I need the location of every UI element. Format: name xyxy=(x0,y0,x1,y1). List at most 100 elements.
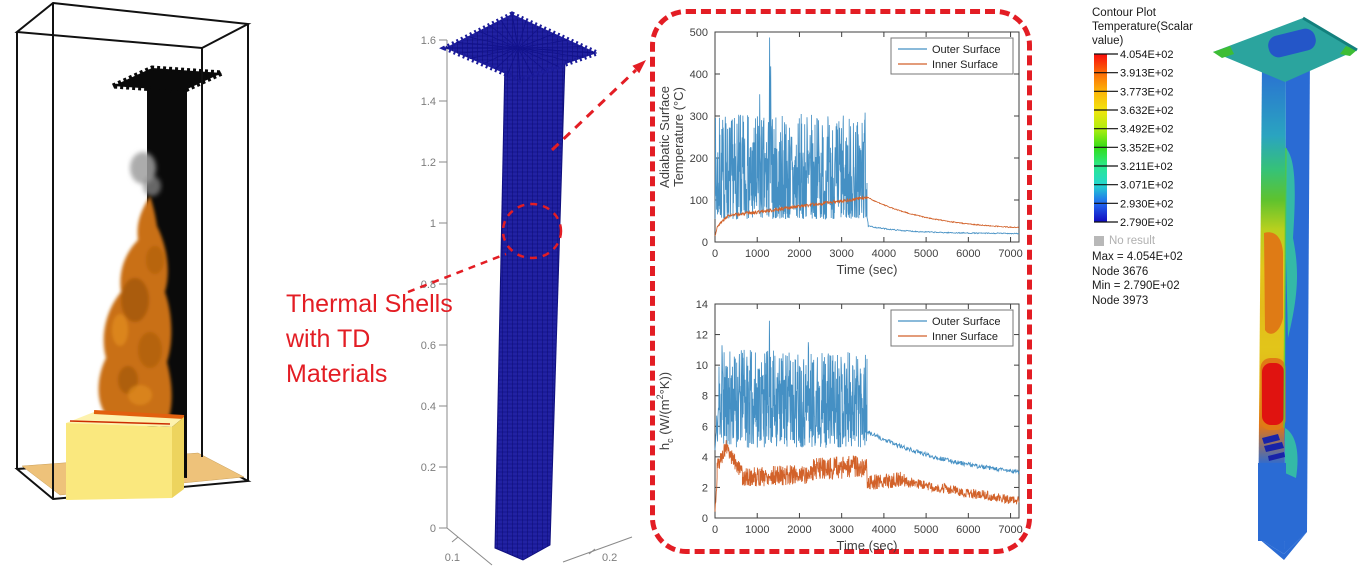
contour-level-label: 3.492E+02 xyxy=(1120,124,1174,136)
z-tick-label: 1.2 xyxy=(421,157,436,169)
annotation-line: Thermal Shells xyxy=(286,290,453,318)
contour-level-label: 2.930E+02 xyxy=(1120,198,1174,210)
chart-legend: Outer Surface Inner Surface xyxy=(890,309,1014,347)
ast-chart: 0 1000 2000 3000 4000 5000 6000 7000 0 100 200 300 4… xyxy=(657,27,1023,277)
contour-level-label: 3.071E+02 xyxy=(1120,180,1174,192)
x-tick-label: 4000 xyxy=(872,524,896,536)
x-tick-label: 1000 xyxy=(745,524,769,536)
contour-column-panel xyxy=(1213,16,1358,560)
x-tick-label: 0 xyxy=(712,248,718,260)
zoom-callout-box xyxy=(650,9,1032,554)
x-axis-label: Time (sec) xyxy=(837,262,898,277)
x-tick-label: 7000 xyxy=(998,524,1022,536)
contour-stat-min-node: Node 3973 xyxy=(1092,294,1149,307)
y-axis-label: Adiabatic SurfaceTemperature (°C) xyxy=(657,86,686,188)
legend-entry-label: Inner Surface xyxy=(932,331,998,343)
chart-legend: Outer Surface Inner Surface xyxy=(890,37,1014,75)
contour-stat-min: Min = 2.790E+02 xyxy=(1092,280,1180,292)
z-tick-label: 0.2 xyxy=(421,462,436,474)
contour-level-label: 3.211E+02 xyxy=(1120,161,1173,173)
flame xyxy=(98,196,172,421)
y-tick-label: 4 xyxy=(702,452,708,464)
legend-entry-label: Inner Surface xyxy=(932,59,998,71)
column-cap-plate xyxy=(111,65,224,94)
contour-title: Contour Plot xyxy=(1092,7,1156,19)
y-tick-label: 10 xyxy=(696,360,708,372)
x-tick-label: 2000 xyxy=(787,248,811,260)
no-result-swatch xyxy=(1094,236,1104,246)
annotation-line: with TD xyxy=(285,325,370,353)
y-tick-label: 2 xyxy=(702,482,708,494)
tick-labels: 0 1000 2000 3000 4000 5000 6000 7000 0 2 4 6 8 10 12 14 xyxy=(696,299,1023,536)
right-face-teal-patch-2 xyxy=(1285,428,1298,478)
contour-level-label: 2.790E+02 xyxy=(1120,217,1174,228)
x-tick-label: 5000 xyxy=(914,248,938,260)
fe-mesh-panel: 1.6 1.4 1.2 1 0.8 0.6 0.4 0.2 0 0.1 0.2 xyxy=(285,11,646,566)
x-tick-label: 7000 xyxy=(998,248,1022,260)
wireframe-box xyxy=(14,1,252,499)
fire-simulation-panel xyxy=(14,1,252,501)
zoom-arrowhead xyxy=(632,60,646,74)
mesh-floor-axes xyxy=(446,527,633,566)
no-result-row: No result xyxy=(1094,235,1210,247)
y-tick-label: 200 xyxy=(690,153,708,165)
y-tick-label: 12 xyxy=(696,330,708,342)
lower-blue-zone xyxy=(1258,463,1286,541)
inner-surface-line xyxy=(714,440,1020,512)
contour-legend: Contour Plot Temperature(Scalar value) 4… xyxy=(1092,6,1210,308)
legend-entry-label: Outer Surface xyxy=(932,44,1000,56)
y-axis-label: hc (W/(m2°K)) xyxy=(655,372,675,450)
mesh-column-shaft xyxy=(494,59,566,561)
thermal-shells-label: Thermal Shells with TD Materials xyxy=(285,290,453,388)
y-tick-label: 0 xyxy=(702,513,708,525)
x-tick-label: 4000 xyxy=(872,248,896,260)
contour-level-label: 4.054E+02 xyxy=(1120,49,1174,61)
max-temperature-zone xyxy=(1262,363,1284,425)
orange-hot-zone xyxy=(1264,232,1283,334)
y-tick-label: 6 xyxy=(702,421,708,433)
contour-colorbar: 4.054E+02 3.913E+02 3.773E+02 3.632E+02 3.49… xyxy=(1094,49,1174,229)
x-tick-label: 3000 xyxy=(829,248,853,260)
annotation-line: Materials xyxy=(286,360,387,388)
zoom-arrow-line xyxy=(550,68,638,152)
smoke-puff xyxy=(130,152,161,196)
x-tick-label: 6000 xyxy=(956,248,980,260)
legend-entry-label: Outer Surface xyxy=(932,316,1000,328)
z-tick-label: 1.4 xyxy=(421,96,436,108)
z-tick-label: 0.4 xyxy=(421,401,436,413)
tick-labels: 0 1000 2000 3000 4000 5000 6000 7000 0 100 200 300 4… xyxy=(690,27,1023,260)
mesh-cap-fan-lines xyxy=(445,13,598,81)
column-bottom-tip xyxy=(1258,532,1307,560)
x-tick-label: 1000 xyxy=(745,248,769,260)
zoom-circle xyxy=(501,202,563,260)
contour-stat-max-node: Node 3676 xyxy=(1092,265,1149,278)
y-tick-label: 500 xyxy=(690,27,708,39)
contour-level-label: 3.773E+02 xyxy=(1120,86,1174,98)
x-axis-label: Time (sec) xyxy=(837,538,898,553)
contour-level-label: 3.632E+02 xyxy=(1120,105,1174,117)
y-tick-label: 14 xyxy=(696,299,708,311)
zoom-annotation xyxy=(407,60,646,294)
y-tick-label: 400 xyxy=(690,69,708,81)
y-tick-label: 0 xyxy=(702,237,708,249)
y-tick-label: 8 xyxy=(702,391,708,403)
z-tick-label: 1.6 xyxy=(421,35,436,47)
cap-cool-spot xyxy=(1268,28,1316,58)
z-tick-label: 0.6 xyxy=(421,340,436,352)
x-tick-label: 5000 xyxy=(914,524,938,536)
burner-box xyxy=(66,410,185,500)
y-axis-tick-label: 0.2 xyxy=(602,552,617,564)
face-divider-edge xyxy=(1283,147,1287,429)
navy-stripes xyxy=(1262,434,1285,461)
outer-surface-line xyxy=(714,37,1020,235)
contour-subtitle: Temperature(Scalar value) xyxy=(1092,21,1193,47)
contour-level-label: 3.352E+02 xyxy=(1120,142,1174,154)
x-tick-label: 3000 xyxy=(829,524,853,536)
contour-cap-plate xyxy=(1213,16,1358,82)
x-tick-label: 6000 xyxy=(956,524,980,536)
colorbar-gradient xyxy=(1094,54,1107,222)
right-face-teal-patch xyxy=(1286,148,1298,338)
outer-surface-line xyxy=(714,320,1020,475)
no-result-label: No result xyxy=(1109,235,1156,247)
